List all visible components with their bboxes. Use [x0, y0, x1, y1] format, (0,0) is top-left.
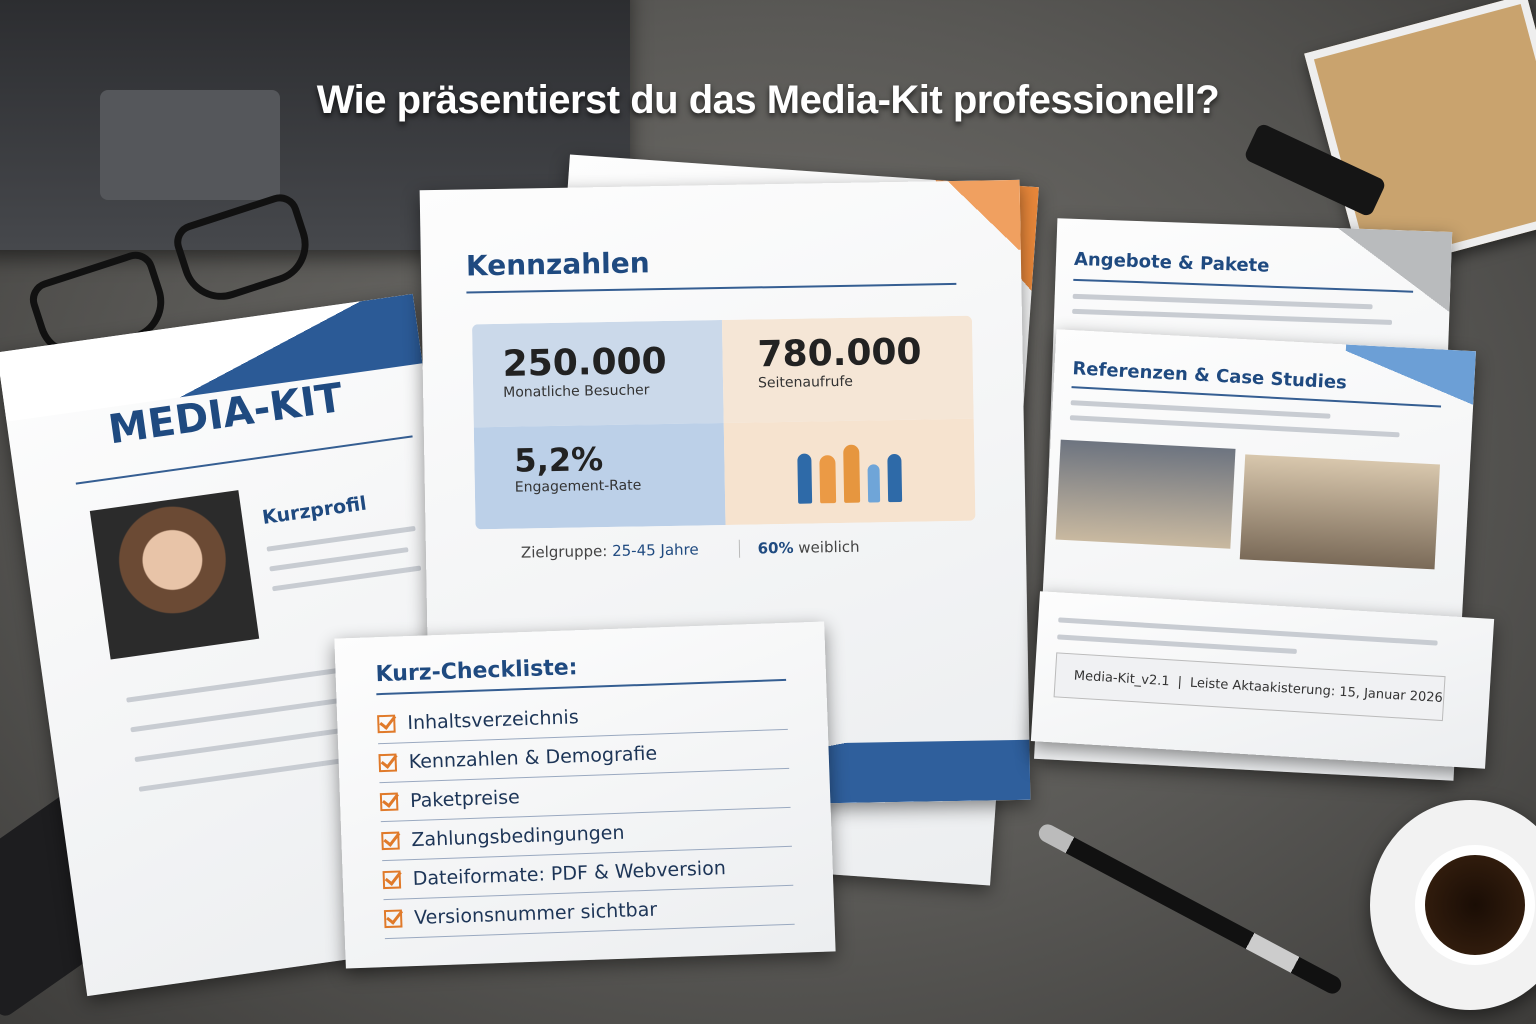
headline: Wie präsentierst du das Media-Kit profes… [316, 78, 1220, 122]
checklist-card: Kurz-Checkliste: Inhaltsverzeichnis Kennz… [334, 621, 836, 969]
case-study-photo [1239, 454, 1440, 570]
checklist-title: Kurz-Checkliste: [375, 647, 787, 696]
checkbox-checked-icon [378, 753, 398, 773]
checkbox-checked-icon [377, 714, 396, 734]
diamond-icon [1060, 670, 1072, 681]
checkbox-checked-icon [383, 909, 403, 929]
checkbox-checked-icon [381, 831, 400, 851]
version-card: Media-Kit_v2.1 | Leiste Aktaakisterung: … [1030, 591, 1495, 769]
case-study-photo [1055, 439, 1236, 549]
checkbox-checked-icon [382, 870, 402, 890]
stats-grid: 250.000 Monatliche Besucher 780.000 Seit… [471, 315, 976, 530]
checkbox-checked-icon [379, 792, 399, 812]
kennzahlen-title: Kennzahlen [465, 246, 650, 283]
profile-heading: Kurzprofil [260, 492, 368, 529]
stat-pageviews: 780.000 Seitenaufrufe [721, 315, 974, 423]
pen [1035, 821, 1345, 997]
people-icon [723, 418, 976, 525]
version-box: Media-Kit_v2.1 | Leiste Aktaakisterung: … [1053, 652, 1446, 722]
audience-row: Zielgruppe: 25-45 Jahre 60% weiblich [520, 537, 860, 562]
coffee-cup [1370, 800, 1536, 1010]
laptop [0, 0, 630, 250]
stat-visitors: 250.000 Monatliche Besucher [471, 320, 724, 427]
stat-engagement: 5,2% Engagement-Rate [473, 422, 726, 530]
profile-photo [89, 490, 260, 660]
laptop-touchpad [100, 90, 280, 200]
checklist: Inhaltsverzeichnis Kennzahlen & Demografi… [376, 690, 795, 940]
angebote-title: Angebote & Pakete [1073, 248, 1270, 277]
